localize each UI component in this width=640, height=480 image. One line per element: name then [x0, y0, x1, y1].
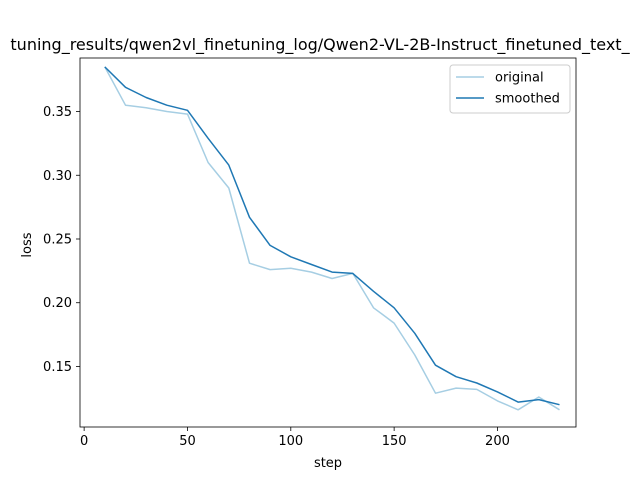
x-tick-label: 0	[80, 434, 88, 449]
axes-frame	[79, 57, 577, 428]
y-tick-label: 0.35	[43, 105, 72, 120]
chart-title: tuning_results/qwen2vl_finetuning_log/Qw…	[10, 35, 630, 55]
plot-area	[104, 66, 560, 411]
y-tick-label: 0.30	[43, 169, 72, 184]
x-tick-label: 50	[179, 434, 196, 449]
series-line-smoothed	[104, 66, 560, 406]
x-tick-label: 200	[485, 434, 510, 449]
y-tick-label: 0.15	[43, 360, 72, 375]
y-tick-label: 0.20	[43, 296, 72, 311]
legend-label-smoothed: smoothed	[495, 92, 560, 107]
y-axis-label: loss	[20, 232, 35, 257]
x-tick-label: 100	[278, 434, 303, 449]
x-axis: 0 50 100 150 200	[80, 427, 510, 449]
x-axis-label: step	[314, 456, 342, 471]
y-tick-label: 0.25	[43, 232, 72, 247]
legend: original smoothed	[449, 64, 571, 114]
legend-label-original: original	[495, 71, 544, 86]
series-line-original	[104, 66, 560, 411]
x-tick-label: 150	[382, 434, 407, 449]
y-axis: 0.15 0.20 0.25 0.30 0.35	[43, 105, 80, 375]
